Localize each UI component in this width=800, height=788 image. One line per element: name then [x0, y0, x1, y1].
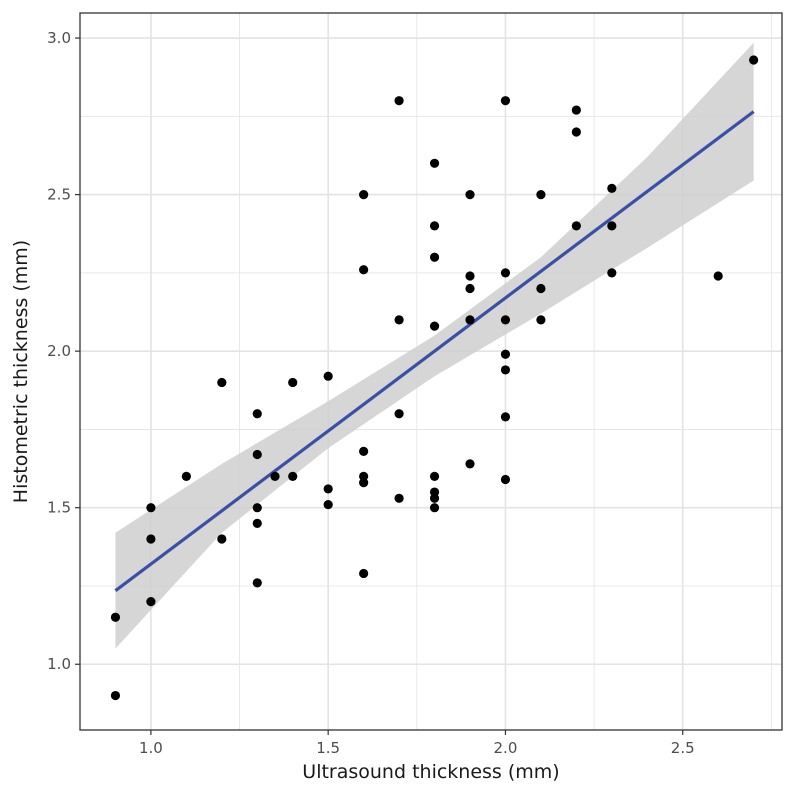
data-point	[146, 597, 156, 607]
data-point	[181, 471, 191, 481]
x-tick-label: 2.5	[671, 739, 695, 757]
data-point	[429, 493, 440, 503]
data-point	[252, 409, 262, 419]
data-point	[571, 127, 581, 137]
data-point	[217, 377, 227, 388]
data-point	[500, 349, 511, 359]
data-point	[359, 568, 369, 579]
data-point	[429, 471, 440, 481]
data-point	[217, 534, 227, 544]
y-tick-label: 2.0	[47, 342, 71, 360]
y-tick-label: 1.0	[47, 655, 71, 673]
y-tick-label: 1.5	[47, 499, 71, 517]
data-point	[252, 503, 262, 513]
data-point	[359, 189, 369, 200]
data-point	[571, 221, 581, 231]
data-point	[429, 221, 440, 231]
data-point	[323, 499, 333, 510]
data-point	[465, 315, 475, 325]
x-tick-label: 1.0	[139, 739, 163, 757]
data-point	[394, 96, 404, 106]
data-point	[607, 183, 617, 193]
x-axis-title: Ultrasound thickness (mm)	[302, 761, 559, 783]
data-point	[394, 315, 404, 325]
confidence-band-layer	[115, 42, 754, 649]
data-point	[500, 315, 511, 325]
data-point	[394, 409, 404, 419]
data-point	[571, 105, 581, 115]
data-point	[146, 503, 156, 513]
data-point	[252, 578, 262, 588]
data-point	[359, 265, 369, 275]
fit-line-layer	[114, 110, 755, 592]
data-point	[323, 371, 333, 381]
x-tick-label: 2.0	[494, 739, 518, 757]
y-tick-label: 2.5	[47, 186, 71, 204]
data-point	[536, 189, 546, 200]
data-point	[500, 474, 511, 485]
data-point	[270, 471, 280, 481]
data-point	[465, 283, 475, 294]
data-point	[607, 221, 617, 231]
data-point	[110, 690, 121, 701]
data-point	[429, 503, 440, 513]
data-point	[359, 446, 369, 456]
data-point	[500, 365, 511, 375]
data-points	[110, 55, 759, 701]
data-point	[252, 449, 262, 460]
y-axis-title: Histometric thickness (mm)	[10, 240, 32, 503]
y-axis-ticks: 1.0 1.5 2.0 2.5 3.0	[47, 29, 80, 673]
data-point	[465, 189, 475, 200]
data-point	[110, 612, 121, 622]
data-point	[500, 96, 511, 106]
data-point	[288, 471, 298, 481]
data-point	[536, 315, 546, 325]
data-point	[429, 321, 440, 331]
data-point	[146, 534, 156, 544]
panel-border	[79, 12, 783, 731]
x-axis-ticks: 1.0 1.5 2.0 2.5	[139, 730, 695, 757]
data-point	[359, 478, 369, 488]
data-point	[252, 518, 262, 528]
data-point	[536, 283, 546, 294]
data-point	[749, 55, 759, 65]
data-point	[713, 271, 723, 281]
confidence-band	[115, 42, 754, 649]
y-tick-label: 3.0	[47, 29, 71, 47]
data-point	[500, 268, 511, 278]
data-point	[394, 493, 404, 503]
data-point	[465, 459, 475, 469]
regression-line	[114, 110, 755, 592]
data-point	[500, 412, 511, 422]
data-point	[607, 268, 617, 278]
data-point	[323, 484, 333, 494]
data-point	[465, 271, 475, 281]
data-point	[288, 377, 298, 388]
x-tick-label: 1.5	[316, 739, 340, 757]
data-point	[429, 158, 440, 168]
data-point	[429, 252, 440, 262]
